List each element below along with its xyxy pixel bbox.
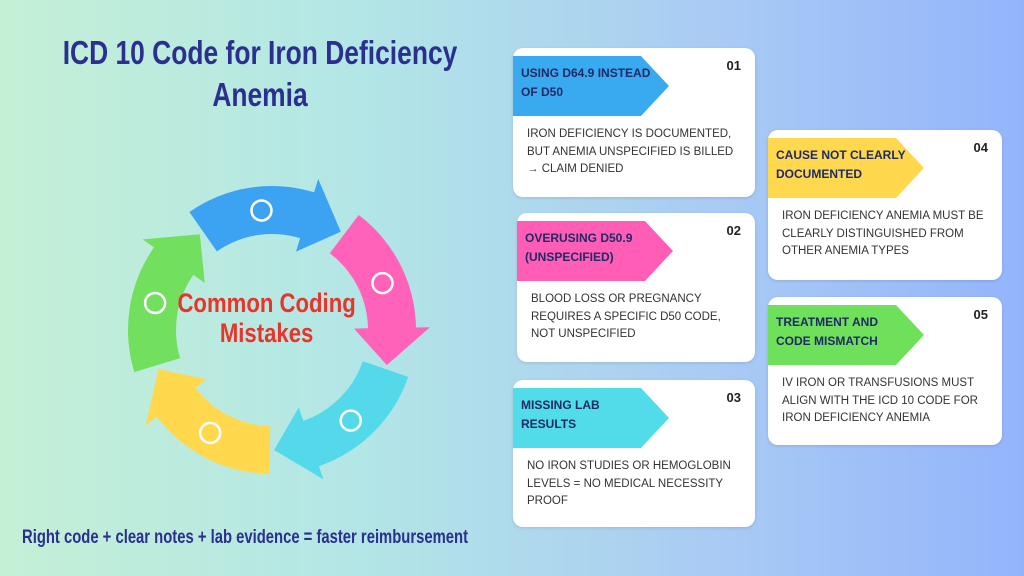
card: CAUSE NOT CLEARLY DOCUMENTED 04 IRON DEFIC…	[768, 130, 1002, 280]
banner-arrow	[517, 221, 673, 281]
card: MISSING LAB RESULTS 03 NO IRON STUDIES OR …	[513, 380, 755, 527]
card: OVERUSING D50.9 (UNSPECIFIED) 02 BLOOD LOS…	[517, 213, 755, 362]
card-number: 01	[726, 58, 741, 73]
icon	[143, 291, 167, 315]
card-heading: CAUSE NOT CLEARLY DOCUMENTED	[776, 148, 906, 181]
card: USING D64.9 INSTEAD OF D50 01 IRON DEFICIE…	[513, 48, 755, 197]
card-text: IRON DEFICIENCY IS DOCUMENTED, BUT ANEMI…	[527, 128, 734, 175]
card-text: NO IRON STUDIES OR HEMOGLOBIN LEVELS = N…	[527, 460, 731, 507]
card-text: IV IRON OR TRANSFUSIONS MUST ALIGN WITH …	[782, 377, 978, 424]
banner-arrow	[768, 305, 924, 365]
card-heading: OVERUSING D50.9 (UNSPECIFIED)	[525, 231, 633, 264]
card-number: 02	[726, 223, 741, 238]
card-text: IRON DEFICIENCY ANEMIA MUST BE CLEARLY D…	[782, 210, 984, 257]
icon	[371, 271, 394, 295]
card-heading: MISSING LAB RESULTS	[521, 398, 600, 431]
banner-arrow	[768, 138, 924, 198]
card-number: 03	[726, 390, 741, 405]
icon	[198, 421, 222, 445]
footer: Right code + clear notes + lab evidence …	[22, 527, 469, 548]
cycle-ring	[127, 178, 430, 480]
title: ICD 10 Code for Iron Deficiency Anemia	[62, 34, 458, 113]
card-heading: TREATMENT AND CODE MISMATCH	[776, 315, 878, 348]
icon	[250, 199, 273, 222]
cycle-arrow	[189, 178, 341, 252]
cycle-arrow	[127, 234, 205, 373]
cycle-arrow	[145, 369, 271, 474]
banner-arrow	[513, 56, 669, 116]
card: TREATMENT AND CODE MISMATCH 05 IV IRON OR …	[768, 297, 1002, 445]
cycle-arrow	[329, 215, 430, 366]
card-number: 04	[973, 140, 988, 155]
card-heading: USING D64.9 INSTEAD OF D50	[521, 66, 651, 99]
card-number: 05	[973, 307, 988, 322]
icon	[339, 409, 362, 432]
cycle-label: Common Coding Mistakes	[177, 288, 356, 348]
banner-arrow	[513, 388, 669, 448]
card-text: BLOOD LOSS OR PREGNANCY REQUIRES A SPECI…	[531, 293, 721, 340]
